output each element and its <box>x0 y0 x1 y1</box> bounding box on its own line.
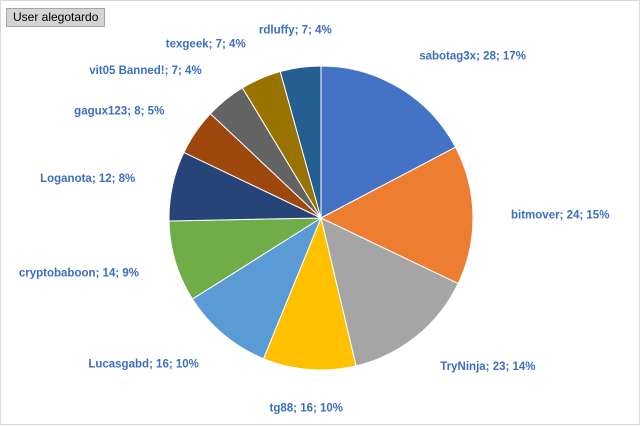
pie-slice-lucasgabd <box>191 216 323 360</box>
data-label-lucasgabd: Lucasgabd; 16; 10% <box>88 359 199 371</box>
pie-slice-cryptobaboon <box>168 217 323 300</box>
data-label-rdluffy: rdluffy; 7; 4% <box>259 25 332 37</box>
pie-slice-bitmover <box>319 146 474 285</box>
data-label-bitmover: bitmover; 24; 15% <box>511 209 609 221</box>
data-label-cryptobaboon: cryptobaboon; 14; 9% <box>19 268 139 280</box>
data-label-gagux123: gagux123; 8; 5% <box>74 106 164 118</box>
data-label-tg88: tg88; 16; 10% <box>270 402 344 414</box>
pie-slice-rdluffy <box>279 65 322 219</box>
user-tab[interactable]: User alegotardo <box>6 8 106 27</box>
data-label-loganota: Loganota; 12; 8% <box>40 173 135 185</box>
data-label-vit05-banned: vit05 Banned!; 7; 4% <box>89 65 201 77</box>
pie-slice-sabotag3x <box>320 65 457 219</box>
data-label-texgeek: texgeek; 7; 4% <box>166 39 246 51</box>
data-label-tryninja: TryNinja; 23; 14% <box>440 361 535 373</box>
data-label-sabotag3x: sabotag3x; 28; 17% <box>419 50 526 62</box>
pie-slice-tryninja <box>320 217 459 367</box>
pie-slice-tg88 <box>262 216 357 371</box>
